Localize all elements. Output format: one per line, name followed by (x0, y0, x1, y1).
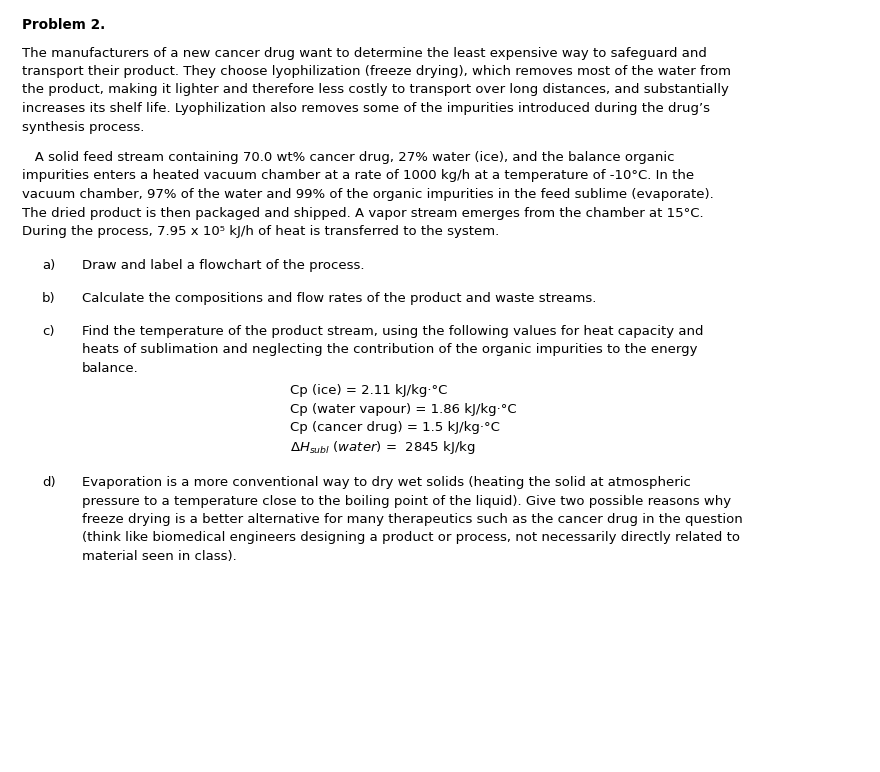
Text: Draw and label a flowchart of the process.: Draw and label a flowchart of the proces… (82, 259, 364, 273)
Text: $\Delta H_{subl}$ ($\it{water}$) =  2845 kJ/kg: $\Delta H_{subl}$ ($\it{water}$) = 2845 … (290, 439, 475, 456)
Text: The dried product is then packaged and shipped. A vapor stream emerges from the : The dried product is then packaged and s… (22, 206, 704, 219)
Text: Find the temperature of the product stream, using the following values for heat : Find the temperature of the product stre… (82, 324, 703, 337)
Text: increases its shelf life. Lyophilization also removes some of the impurities int: increases its shelf life. Lyophilization… (22, 102, 710, 115)
Text: Cp (water vapour) = 1.86 kJ/kg·°C: Cp (water vapour) = 1.86 kJ/kg·°C (290, 402, 517, 415)
Text: Calculate the compositions and flow rates of the product and waste streams.: Calculate the compositions and flow rate… (82, 292, 597, 305)
Text: Cp (ice) = 2.11 kJ/kg·°C: Cp (ice) = 2.11 kJ/kg·°C (290, 384, 447, 397)
Text: synthesis process.: synthesis process. (22, 120, 144, 134)
Text: Cp (cancer drug) = 1.5 kJ/kg·°C: Cp (cancer drug) = 1.5 kJ/kg·°C (290, 421, 500, 434)
Text: vacuum chamber, 97% of the water and 99% of the organic impurities in the feed s: vacuum chamber, 97% of the water and 99%… (22, 188, 714, 201)
Text: impurities enters a heated vacuum chamber at a rate of 1000 kg/h at a temperatur: impurities enters a heated vacuum chambe… (22, 170, 694, 182)
Text: Evaporation is a more conventional way to dry wet solids (heating the solid at a: Evaporation is a more conventional way t… (82, 476, 691, 489)
Text: a): a) (42, 259, 55, 273)
Text: material seen in class).: material seen in class). (82, 550, 237, 563)
Text: A solid feed stream containing 70.0 wt% cancer drug, 27% water (ice), and the ba: A solid feed stream containing 70.0 wt% … (22, 151, 674, 164)
Text: The manufacturers of a new cancer drug want to determine the least expensive way: The manufacturers of a new cancer drug w… (22, 46, 707, 59)
Text: heats of sublimation and neglecting the contribution of the organic impurities t: heats of sublimation and neglecting the … (82, 343, 698, 356)
Text: Problem 2.: Problem 2. (22, 18, 106, 32)
Text: d): d) (42, 476, 55, 489)
Text: (think like biomedical engineers designing a product or process, not necessarily: (think like biomedical engineers designi… (82, 531, 740, 544)
Text: During the process, 7.95 x 10⁵ kJ/h of heat is transferred to the system.: During the process, 7.95 x 10⁵ kJ/h of h… (22, 225, 499, 238)
Text: balance.: balance. (82, 361, 139, 374)
Text: the product, making it lighter and therefore less costly to transport over long : the product, making it lighter and there… (22, 83, 729, 96)
Text: pressure to a temperature close to the boiling point of the liquid). Give two po: pressure to a temperature close to the b… (82, 495, 731, 507)
Text: b): b) (42, 292, 55, 305)
Text: freeze drying is a better alternative for many therapeutics such as the cancer d: freeze drying is a better alternative fo… (82, 513, 743, 526)
Text: c): c) (42, 324, 55, 337)
Text: transport their product. They choose lyophilization (freeze drying), which remov: transport their product. They choose lyo… (22, 65, 731, 78)
